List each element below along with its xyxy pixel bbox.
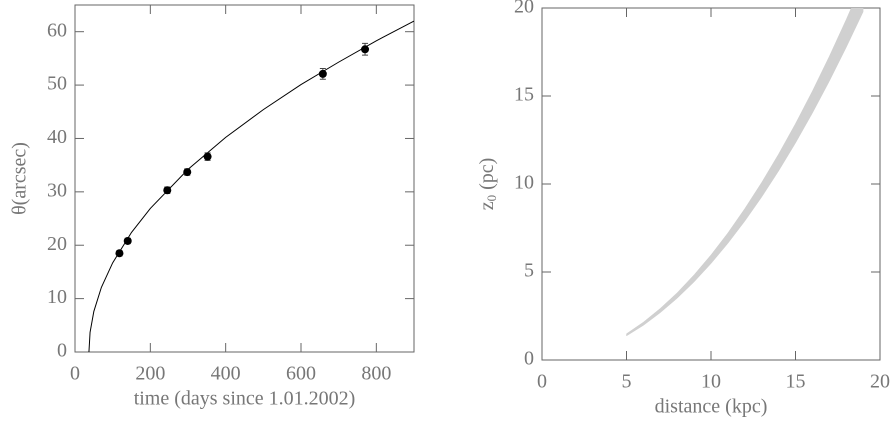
y-tick-label: 5 (524, 260, 534, 282)
y-tick-label: 20 (514, 0, 534, 18)
y-tick-label: 15 (514, 84, 534, 106)
data-point (361, 45, 370, 54)
y-tick-label: 60 (47, 19, 67, 41)
x-tick-label: 20 (870, 371, 890, 393)
plot-frame (74, 4, 415, 353)
x-tick-label: 400 (211, 363, 241, 385)
data-point (183, 168, 192, 177)
y-tick-label: 40 (47, 126, 67, 148)
data-point (203, 152, 212, 161)
x-tick-label: 10 (701, 371, 721, 393)
y-tick-label: 10 (47, 286, 67, 308)
data-point (318, 69, 327, 78)
x-tick-label: 200 (135, 363, 165, 385)
y-tick-label: 50 (47, 73, 67, 95)
x-tick-label: 800 (361, 363, 391, 385)
x-axis-label: time (days since 1.01.2002) (134, 388, 356, 410)
x-tick-label: 15 (786, 371, 806, 393)
x-tick-label: 600 (286, 363, 316, 385)
y-tick-label: 30 (47, 179, 67, 201)
x-axis-label: distance (kpc) (655, 396, 768, 418)
data-point (115, 249, 124, 258)
x-tick-label: 0 (70, 363, 80, 385)
y-axis-label: z0 (pc) (476, 158, 499, 211)
y-tick-label: 0 (524, 348, 534, 370)
x-tick-label: 5 (622, 371, 632, 393)
y-axis-label-main: z (476, 201, 498, 210)
fit-curve (88, 20, 414, 352)
y-axis-label-sub: 0 (484, 195, 499, 202)
y-tick-label: 0 (57, 340, 67, 362)
y-tick-label: 10 (514, 172, 534, 194)
x-tick-label: 0 (537, 371, 547, 393)
data-point (163, 186, 172, 195)
data-point (123, 236, 132, 245)
band-area (626, 8, 864, 337)
y-tick-label: 20 (47, 233, 67, 255)
y-axis-label-rest: (pc) (476, 158, 498, 195)
y-axis-label: θ(arcsec) (9, 142, 31, 215)
